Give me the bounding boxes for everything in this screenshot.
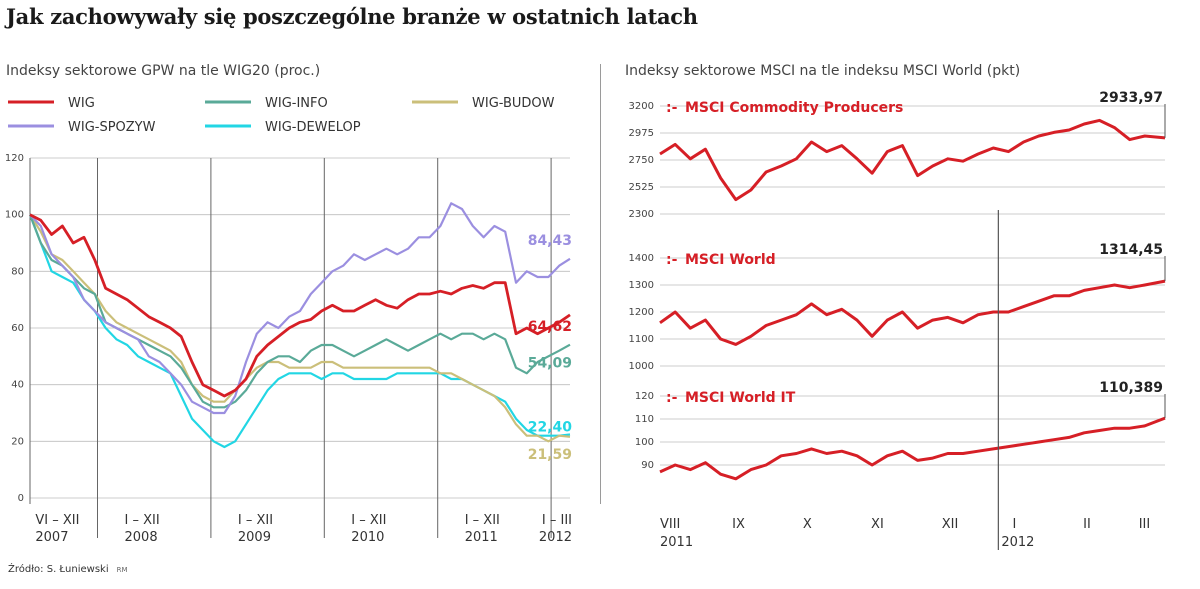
x-year-label: 2011 xyxy=(465,530,498,545)
y-tick-label: 120 xyxy=(5,153,24,164)
legend-label-wig-budow: WIG-BUDOW xyxy=(472,96,555,111)
legend-label-wig-info: WIG-INFO xyxy=(265,96,328,111)
panel-title-msci-world-it: MSCI World IT xyxy=(685,390,796,406)
x-year-label: 2009 xyxy=(238,530,271,545)
y-tick-label: 100 xyxy=(635,437,654,448)
legend-label-wig: WIG xyxy=(68,96,95,111)
x-month-label: X xyxy=(803,517,812,532)
end-value-wig-info: 54,09 xyxy=(528,356,572,372)
y-tick-label: 1100 xyxy=(629,334,654,345)
series-line-wig-budow xyxy=(29,214,571,443)
legend-label-wig-spozyw: WIG-SPOZYW xyxy=(68,120,156,135)
y-tick-label: 40 xyxy=(11,380,24,391)
y-tick-label: 3200 xyxy=(629,101,654,112)
end-value-wig-spozyw: 84,43 xyxy=(528,233,572,249)
end-value-msci-commodity-producers: 2933,97 xyxy=(1099,90,1163,106)
panel-title-marker: :- xyxy=(666,390,678,406)
y-tick-label: 2750 xyxy=(629,155,654,166)
x-month-label: XI xyxy=(871,517,884,532)
y-tick-label: 1200 xyxy=(629,307,654,318)
legend-label-wig-dewelop: WIG-DEWELOP xyxy=(265,120,361,135)
left-chart: 0 20 40 60 80 100 120 VI – XII 2007 I – XII 2008 I … xyxy=(5,153,573,545)
y-tick-label: 1000 xyxy=(629,361,654,372)
end-value-msci-world-it: 110,389 xyxy=(1099,380,1163,396)
x-year-label: 2010 xyxy=(351,530,384,545)
left-chart-legend: WIG WIG-SPOZYW WIG-INFO WIG-DEWELOP WIG-BUDO… xyxy=(8,96,555,135)
y-tick-label: 2300 xyxy=(629,209,654,220)
end-value-wig-dewelop: 22,40 xyxy=(528,420,573,436)
series-line-wig-dewelop xyxy=(28,214,571,449)
x-year-label: 2012 xyxy=(1001,535,1034,550)
source-tag: RM xyxy=(116,566,128,574)
series-line-wig-spozyw xyxy=(29,202,571,415)
y-tick-label: 110 xyxy=(635,414,654,425)
x-year-label: 2012 xyxy=(539,530,572,545)
x-period-label: I – XII xyxy=(125,513,160,528)
y-tick-label: 1300 xyxy=(629,280,654,291)
series-line-msci-world-it xyxy=(659,416,1166,481)
x-period-label: I – III xyxy=(542,513,572,528)
x-period-label: VI – XII xyxy=(35,513,79,528)
x-year-label: 2007 xyxy=(35,530,68,545)
series-line-wig xyxy=(29,213,571,398)
panel-title-marker: :- xyxy=(666,100,678,116)
x-period-label: I – XII xyxy=(465,513,500,528)
x-year-label: 2008 xyxy=(125,530,158,545)
panel-title-msci-world: MSCI World xyxy=(685,252,776,268)
panel-title-marker: :- xyxy=(666,252,678,268)
y-tick-label: 120 xyxy=(635,391,654,402)
y-tick-label: 90 xyxy=(641,460,654,471)
right-chart: 2300 2525 2750 2975 3200 :- MSCI Commodity Pro… xyxy=(629,90,1166,550)
end-value-msci-world: 1314,45 xyxy=(1099,242,1163,258)
x-month-label: III xyxy=(1139,517,1151,532)
x-month-label: IX xyxy=(732,517,745,532)
x-period-label: I – XII xyxy=(351,513,386,528)
column-divider xyxy=(600,64,601,504)
main-title: Jak zachowywały się poszczególne branże … xyxy=(6,4,698,29)
end-value-wig: 64,62 xyxy=(528,319,572,335)
y-tick-label: 1400 xyxy=(629,253,654,264)
x-month-label: I xyxy=(1012,517,1016,532)
y-tick-label: 100 xyxy=(5,210,24,221)
y-tick-label: 80 xyxy=(11,266,24,277)
series-line-msci-world xyxy=(659,279,1166,346)
y-tick-label: 0 xyxy=(18,493,24,504)
x-period-label: I – XII xyxy=(238,513,273,528)
y-tick-label: 2975 xyxy=(629,128,654,139)
right-chart-subtitle: Indeksy sektorowe MSCI na tle indeksu MS… xyxy=(625,63,1021,79)
source-note: Źródło: S. Łuniewski RM xyxy=(8,564,128,575)
left-chart-subtitle: Indeksy sektorowe GPW na tle WIG20 (proc… xyxy=(6,63,321,79)
x-month-label: XII xyxy=(942,517,959,532)
panel-title-msci-commodity-producers: MSCI Commodity Producers xyxy=(685,100,903,116)
source-text: Źródło: S. Łuniewski xyxy=(8,564,109,575)
x-year-label: 2011 xyxy=(660,535,693,550)
x-month-label: VIII xyxy=(660,517,680,532)
y-tick-label: 60 xyxy=(11,323,24,334)
y-tick-label: 20 xyxy=(11,436,24,447)
x-month-label: II xyxy=(1083,517,1091,532)
series-line-msci-commodity-producers xyxy=(659,118,1166,202)
y-tick-label: 2525 xyxy=(629,182,654,193)
end-value-wig-budow: 21,59 xyxy=(528,447,572,463)
